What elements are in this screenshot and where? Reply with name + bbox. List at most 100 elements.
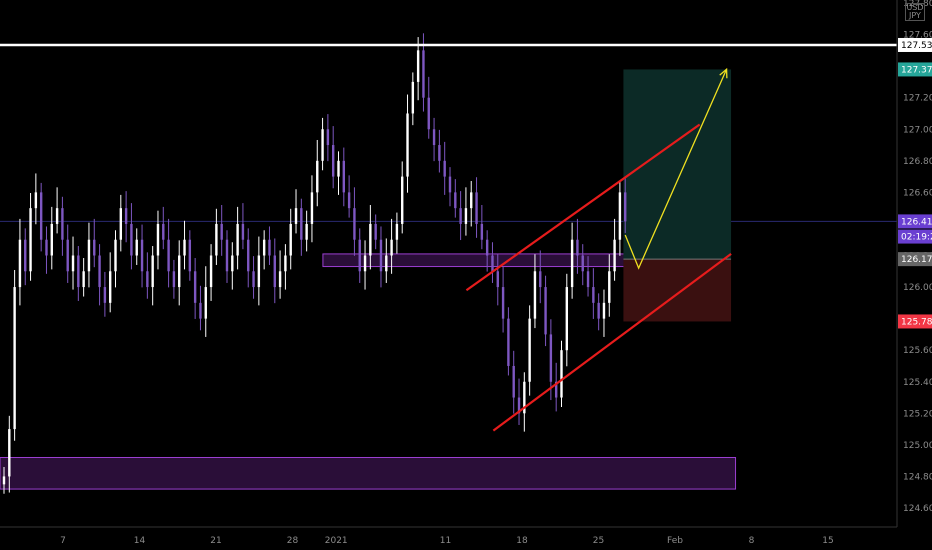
candle-body (395, 223, 399, 240)
candle-body (193, 271, 197, 303)
price-badge-label: 127.379 (901, 65, 932, 75)
price-tick-label: 124.800 (903, 472, 932, 482)
price-tick-label: 125.000 (903, 441, 932, 451)
candle-body (416, 50, 420, 82)
candle-body (592, 287, 595, 303)
candle-body (241, 223, 245, 240)
candle-body (554, 381, 558, 398)
price-badge-label: 125.782 (901, 317, 932, 327)
symbol-quote: JPY (909, 11, 921, 20)
time-tick-label: 28 (287, 536, 299, 546)
candle-body (252, 271, 255, 288)
candle-body (411, 81, 415, 114)
candle-body (448, 176, 452, 193)
symbol-currency-box: USD JPY (905, 3, 925, 21)
candle-body (13, 287, 16, 430)
price-badge (898, 229, 932, 244)
candle-body (464, 208, 468, 224)
long-position-tool[interactable] (623, 69, 732, 322)
candle-body (597, 302, 600, 319)
candle-body (124, 208, 128, 224)
candle-body (87, 239, 91, 272)
price-tick-label: 127.000 (903, 125, 932, 135)
price-badge (898, 214, 932, 229)
position-profit-area (623, 69, 732, 260)
candle-body (204, 287, 207, 319)
time-axis[interactable]: 7 14 21 28 2021 11 18 25 Feb 8 15 (0, 526, 897, 546)
time-tick-label: 2021 (325, 536, 348, 546)
price-badge-label: 127.534 (901, 41, 932, 51)
candle-body (512, 365, 515, 398)
candle-body (236, 223, 239, 256)
candle-body (432, 129, 436, 146)
price-badge (898, 252, 932, 267)
candle-body (576, 239, 579, 256)
candle-body (93, 239, 96, 256)
channel-lines[interactable] (465, 123, 732, 432)
candle-body (528, 318, 531, 382)
candle-body (507, 318, 510, 366)
candle-body (385, 255, 388, 272)
candle-body (321, 129, 324, 161)
candle-body (273, 255, 276, 288)
candle-body (491, 255, 494, 272)
time-tick-label: 11 (440, 536, 451, 546)
candle-body (374, 223, 377, 240)
candle-body (618, 192, 622, 240)
candle-body (517, 397, 521, 414)
candle-body (294, 208, 298, 224)
candle-body (470, 192, 473, 209)
candle-body (459, 208, 462, 224)
candle-body (337, 160, 340, 177)
projection-path-line (624, 69, 728, 270)
price-tick-label: 125.600 (903, 346, 932, 356)
candle-body (247, 239, 250, 272)
candle-body (613, 239, 616, 272)
candle-body (310, 192, 314, 224)
candle-body (77, 255, 80, 288)
candle-body (29, 208, 32, 272)
candle-body (501, 287, 505, 319)
candle-body (289, 223, 292, 256)
candle-body (231, 255, 234, 272)
candle-body (61, 208, 64, 240)
time-tick-label: 15 (822, 536, 833, 546)
candle-body (108, 271, 112, 303)
candle-body (549, 334, 553, 382)
candle-body (156, 223, 160, 256)
channel-lower-line (492, 253, 732, 432)
candle-body (570, 239, 574, 288)
candle-body (438, 145, 441, 161)
price-tick-label: 125.400 (903, 378, 932, 388)
channel-upper-line (465, 123, 701, 292)
candle-body (151, 255, 154, 288)
candle-body (135, 239, 138, 256)
candle-body (347, 192, 351, 209)
candle-body (220, 223, 223, 240)
price-badges: 127.534 127.379 126.416 02:19:27 126.177 125.… (898, 37, 932, 329)
candle-body (24, 239, 27, 272)
candle-body (130, 223, 133, 256)
candle-body (475, 192, 478, 224)
candle-body (533, 271, 537, 319)
projection-path[interactable] (624, 67, 728, 270)
time-tick-label: 25 (593, 536, 604, 546)
candle-body (316, 160, 319, 193)
candle-body (586, 271, 590, 288)
price-tick-label: 126.000 (903, 283, 932, 293)
candle-body (278, 271, 282, 288)
candle-body (369, 223, 372, 256)
candle-body (539, 271, 542, 288)
price-tick-label: 126.800 (903, 157, 932, 167)
candle-body (300, 208, 303, 240)
candle-body (39, 192, 43, 240)
candle-body (71, 255, 75, 272)
candle-body (363, 255, 367, 272)
candle-body (162, 223, 165, 240)
time-tick-label: 14 (134, 536, 146, 546)
candle-body (183, 239, 186, 256)
candle-body (454, 192, 457, 209)
candle-body (209, 255, 213, 288)
candle-body (103, 287, 107, 303)
